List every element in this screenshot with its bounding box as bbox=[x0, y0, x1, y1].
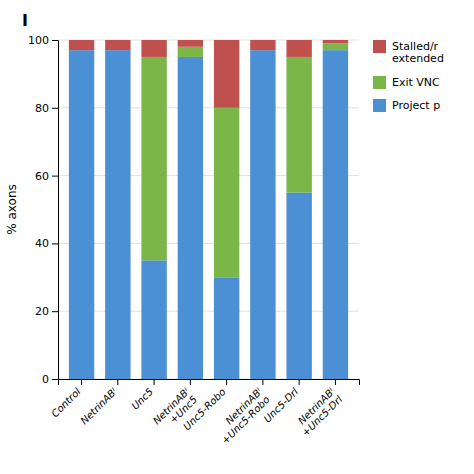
tick-mark bbox=[299, 379, 300, 385]
tick: 40 bbox=[35, 237, 58, 250]
legend-item: Project p bbox=[373, 99, 440, 112]
series bbox=[69, 50, 348, 379]
tick-mark bbox=[262, 379, 263, 385]
text-line: +Unc5-Drl bbox=[300, 394, 345, 439]
legend: Stalled/rextended Exit VNC Project p bbox=[373, 40, 444, 112]
tick-label: 0 bbox=[42, 373, 49, 386]
legend-label: Project p bbox=[392, 99, 440, 112]
bar-segment bbox=[69, 40, 94, 50]
tick: Unc5 bbox=[129, 379, 155, 412]
legend-swatch bbox=[373, 76, 386, 89]
axis-line bbox=[52, 41, 59, 380]
tick-mark bbox=[81, 379, 82, 385]
tick-label: 60 bbox=[35, 170, 49, 183]
tick: NetrinABᴵ+Unc5-Drl bbox=[292, 379, 345, 438]
bar-segment bbox=[178, 47, 203, 57]
grid-line bbox=[58, 107, 359, 108]
text-line: Project p bbox=[392, 99, 440, 112]
series bbox=[141, 43, 348, 277]
tick-mark bbox=[335, 379, 336, 385]
tick-mark bbox=[52, 40, 58, 41]
bar-segment bbox=[178, 40, 203, 47]
text-line: NetrinABᴵ bbox=[78, 386, 119, 427]
tick-label: Unc5 bbox=[129, 386, 155, 412]
bar-segment bbox=[286, 40, 311, 57]
tick-label: NetrinABᴵ+Unc5-Drl bbox=[292, 386, 345, 439]
bars bbox=[69, 40, 348, 379]
grid-line bbox=[58, 175, 359, 176]
grid-line bbox=[58, 243, 359, 244]
tick: 20 bbox=[35, 305, 58, 318]
bar-segment bbox=[214, 108, 239, 277]
bar-segment bbox=[250, 50, 275, 379]
tick-label: Unc5-Robo bbox=[181, 386, 227, 432]
bar-segment bbox=[323, 50, 348, 379]
chart: 0 20 40 60 80 100 ControlNetrinABᴵ Unc5 NetrinAB… bbox=[0, 0, 474, 474]
tick: Unc5-Drl bbox=[262, 379, 301, 425]
bar-segment bbox=[69, 50, 94, 379]
tick-label: 40 bbox=[35, 237, 49, 250]
tick: Control bbox=[49, 379, 83, 419]
tick: 100 bbox=[28, 34, 58, 47]
tick: NetrinABᴵ bbox=[78, 379, 119, 426]
text-line: Exit VNC bbox=[392, 76, 440, 89]
x-axis: ControlNetrinABᴵUnc5NetrinABᴵ+Unc5Unc5-R… bbox=[49, 379, 359, 446]
bar-segment bbox=[141, 57, 166, 260]
title: I bbox=[22, 11, 28, 30]
y-axis: 0 20 40 60 80 100 bbox=[28, 34, 59, 386]
tick-label: 100 bbox=[28, 34, 49, 47]
tick: 0 bbox=[42, 373, 58, 386]
grid bbox=[58, 40, 359, 379]
axis-line bbox=[59, 380, 360, 386]
tick-mark bbox=[52, 379, 58, 380]
tick-mark bbox=[52, 243, 58, 244]
bar-segment bbox=[141, 40, 166, 57]
tick: 60 bbox=[35, 170, 58, 183]
grid-line bbox=[58, 40, 359, 41]
bar-segment bbox=[286, 57, 311, 193]
legend-swatch bbox=[373, 99, 386, 112]
bar-segment bbox=[105, 40, 130, 50]
tick-mark bbox=[52, 108, 58, 109]
text-line: Unc5-Robo bbox=[181, 386, 227, 432]
plot: 0 20 40 60 80 100 ControlNetrinABᴵ Unc5 NetrinAB… bbox=[28, 34, 360, 446]
bar-segment bbox=[323, 40, 348, 43]
text-line: extended bbox=[392, 52, 444, 65]
tick-mark bbox=[52, 311, 58, 312]
bar-segment bbox=[286, 193, 311, 379]
tick-mark bbox=[52, 176, 58, 177]
text-line: Stalled/r bbox=[392, 40, 439, 53]
tick-mark bbox=[190, 379, 191, 385]
legend-label: Stalled/rextended bbox=[392, 40, 444, 65]
legend-swatch bbox=[373, 40, 386, 53]
tick: NetrinABᴵ+Unc5-Robo bbox=[212, 379, 272, 446]
tick-label: NetrinABᴵ bbox=[78, 386, 119, 427]
y-axis-title: % axons bbox=[5, 184, 19, 235]
series bbox=[69, 40, 348, 108]
tick: 80 bbox=[35, 102, 58, 115]
tick: Unc5-Robo bbox=[181, 379, 227, 432]
tick-mark bbox=[117, 379, 118, 385]
text-line: Control bbox=[49, 386, 83, 420]
bar-segment bbox=[214, 40, 239, 108]
bar-segment bbox=[323, 43, 348, 50]
bar-segment bbox=[214, 277, 239, 379]
legend-item: Stalled/rextended bbox=[373, 40, 444, 65]
text-line: Unc5 bbox=[129, 386, 155, 412]
tick-label: 80 bbox=[35, 102, 49, 115]
tick-label: 20 bbox=[35, 305, 49, 318]
tick-mark bbox=[226, 379, 227, 385]
bar-segment bbox=[178, 57, 203, 379]
bar-segment bbox=[105, 50, 130, 379]
grid-line bbox=[58, 311, 359, 312]
tick-label: Control bbox=[49, 386, 83, 420]
legend-item: Exit VNC bbox=[373, 76, 440, 89]
tick-label: Unc5-Drl bbox=[262, 386, 301, 425]
legend-label: Exit VNC bbox=[392, 76, 440, 89]
bar-segment bbox=[141, 260, 166, 379]
text-line: Unc5-Drl bbox=[262, 386, 301, 425]
tick-mark bbox=[154, 379, 155, 385]
bar-segment bbox=[250, 40, 275, 50]
